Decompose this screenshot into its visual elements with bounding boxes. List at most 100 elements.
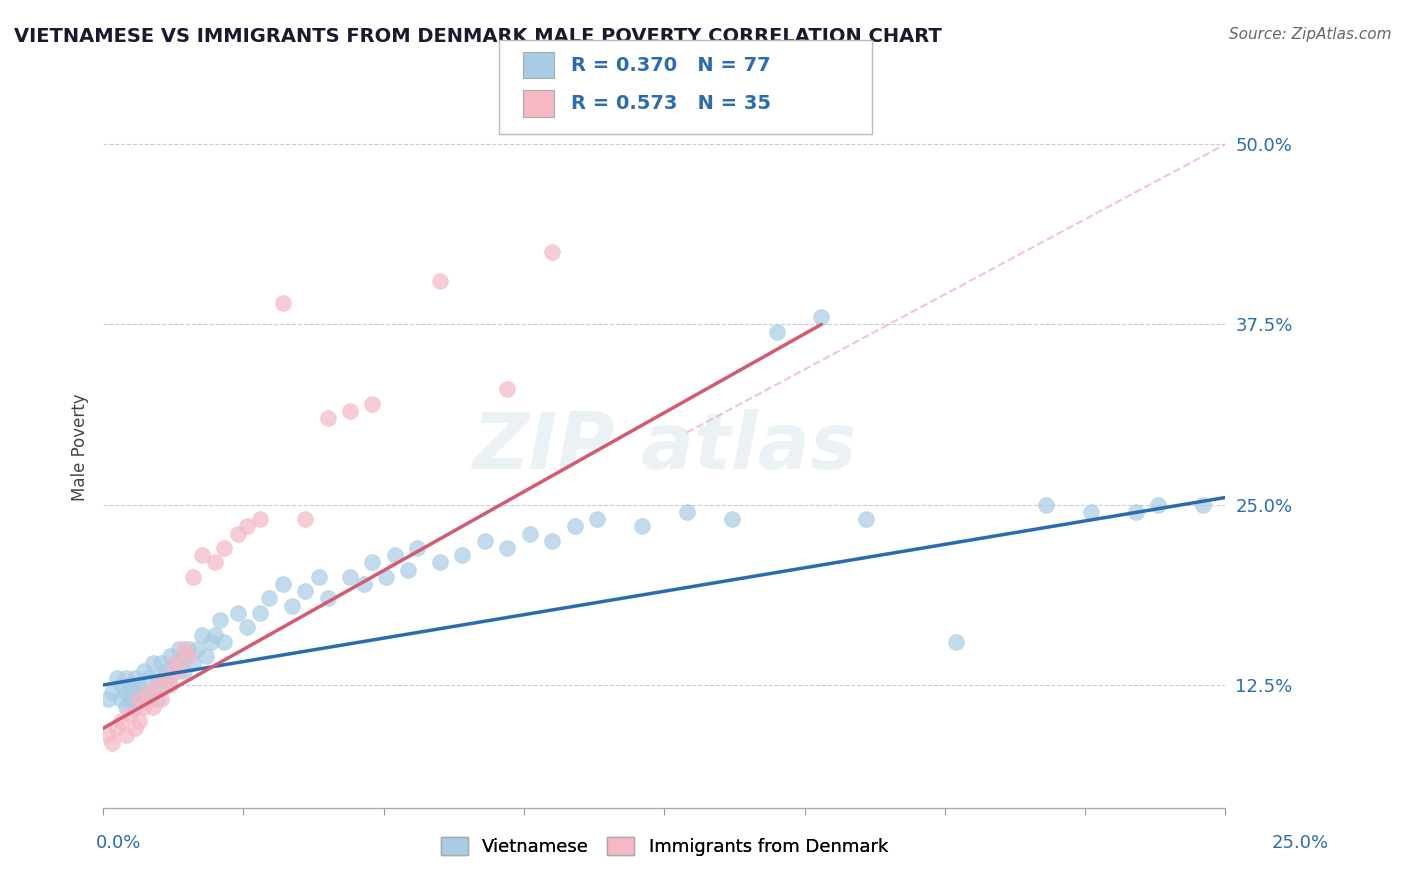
Point: [361, 397, 384, 411]
Point: [191, 548, 214, 562]
Point: [1192, 498, 1215, 512]
Point: [257, 591, 280, 606]
Point: [945, 634, 967, 648]
Point: [159, 678, 181, 692]
Point: [110, 678, 132, 692]
Point: [159, 649, 181, 664]
Point: [110, 714, 132, 728]
Point: [855, 512, 877, 526]
Point: [173, 642, 195, 657]
Text: ZIP atlas: ZIP atlas: [472, 409, 856, 485]
Text: R = 0.573   N = 35: R = 0.573 N = 35: [571, 94, 770, 112]
Point: [105, 721, 128, 735]
Point: [236, 519, 259, 533]
Point: [146, 692, 169, 706]
Point: [271, 577, 294, 591]
Point: [155, 671, 177, 685]
Point: [396, 563, 419, 577]
Point: [316, 591, 339, 606]
Point: [564, 519, 586, 533]
Point: [150, 692, 173, 706]
Text: 25.0%: 25.0%: [1271, 834, 1329, 852]
Point: [1147, 498, 1170, 512]
Point: [586, 512, 609, 526]
Point: [120, 692, 142, 706]
Point: [474, 533, 496, 548]
Point: [173, 649, 195, 664]
Text: VIETNAMESE VS IMMIGRANTS FROM DENMARK MALE POVERTY CORRELATION CHART: VIETNAMESE VS IMMIGRANTS FROM DENMARK MA…: [14, 27, 942, 45]
Text: Source: ZipAtlas.com: Source: ZipAtlas.com: [1229, 27, 1392, 42]
Point: [226, 526, 249, 541]
Point: [177, 649, 200, 664]
Point: [294, 512, 316, 526]
Point: [429, 555, 451, 569]
Point: [146, 678, 169, 692]
Point: [141, 699, 163, 714]
Point: [226, 606, 249, 620]
Point: [128, 714, 150, 728]
Point: [120, 706, 142, 721]
Point: [236, 620, 259, 634]
Point: [280, 599, 302, 613]
Point: [141, 657, 163, 671]
Point: [361, 555, 384, 569]
Point: [186, 642, 208, 657]
Point: [120, 678, 142, 692]
Point: [208, 613, 231, 627]
Point: [150, 678, 173, 692]
Point: [451, 548, 474, 562]
Point: [1035, 498, 1057, 512]
Point: [101, 736, 124, 750]
Point: [375, 570, 398, 584]
Point: [105, 671, 128, 685]
Point: [406, 541, 429, 555]
Point: [97, 729, 120, 743]
Point: [132, 685, 155, 699]
Point: [519, 526, 541, 541]
Point: [124, 671, 146, 685]
Point: [163, 657, 186, 671]
Point: [810, 310, 832, 325]
Point: [181, 570, 204, 584]
Point: [541, 533, 564, 548]
Point: [541, 245, 564, 260]
Y-axis label: Male Poverty: Male Poverty: [72, 393, 89, 500]
Point: [177, 642, 200, 657]
Point: [146, 671, 169, 685]
Point: [631, 519, 654, 533]
Point: [173, 664, 195, 678]
Point: [124, 685, 146, 699]
Point: [271, 295, 294, 310]
Legend: Vietnamese, Immigrants from Denmark: Vietnamese, Immigrants from Denmark: [433, 830, 896, 863]
Point: [1080, 505, 1102, 519]
Point: [136, 692, 159, 706]
Point: [496, 382, 519, 396]
Point: [249, 606, 271, 620]
Point: [384, 548, 406, 562]
Point: [132, 664, 155, 678]
Point: [214, 541, 236, 555]
Point: [163, 657, 186, 671]
Point: [308, 570, 330, 584]
Point: [720, 512, 742, 526]
Point: [136, 671, 159, 685]
Point: [128, 692, 150, 706]
Point: [124, 699, 146, 714]
Point: [294, 584, 316, 599]
Point: [169, 642, 191, 657]
Point: [114, 699, 136, 714]
Point: [110, 692, 132, 706]
Point: [150, 657, 173, 671]
Point: [204, 627, 226, 641]
Point: [339, 570, 361, 584]
Point: [195, 649, 218, 664]
Point: [316, 411, 339, 425]
Point: [136, 685, 159, 699]
Point: [114, 729, 136, 743]
Point: [169, 664, 191, 678]
Point: [159, 671, 181, 685]
Point: [200, 634, 222, 648]
Point: [141, 685, 163, 699]
Point: [128, 692, 150, 706]
Point: [353, 577, 375, 591]
